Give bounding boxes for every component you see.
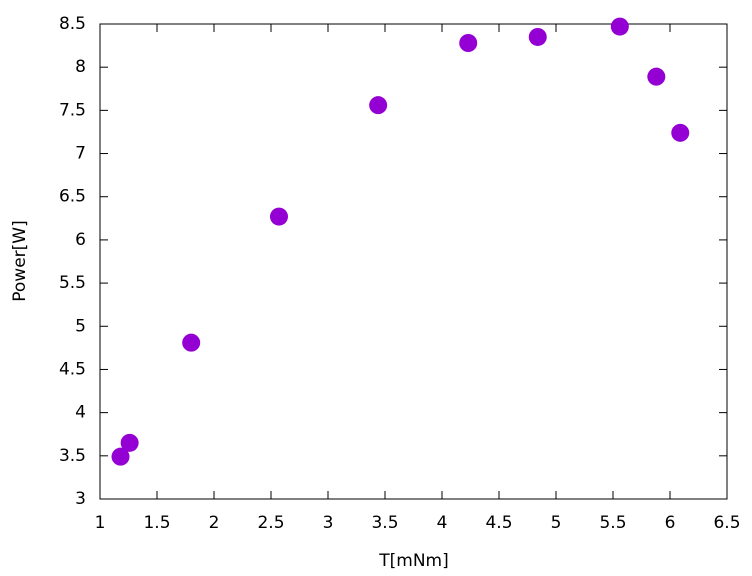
y-tick-label: 6.5 <box>59 187 86 207</box>
y-tick-label: 4 <box>75 403 86 423</box>
y-tick-label: 5 <box>75 316 86 336</box>
point <box>120 433 139 452</box>
y-tick-label: 3.5 <box>59 446 86 466</box>
y-axis-label: Power[W] <box>10 220 30 301</box>
point <box>459 34 478 52</box>
x-axis-label: T[mNm] <box>378 551 449 571</box>
x-tick-label: 2 <box>209 513 220 533</box>
point <box>182 333 201 352</box>
y-tick-label: 3 <box>75 489 86 509</box>
point <box>671 123 690 142</box>
y-tick-label: 7.5 <box>59 100 86 120</box>
x-tick-label: 6.5 <box>713 513 740 533</box>
point <box>610 17 629 36</box>
plot-frame <box>99 23 728 500</box>
point <box>528 27 547 46</box>
point <box>269 207 288 226</box>
y-tick-label: 4.5 <box>59 359 86 379</box>
y-tick-label: 8.5 <box>59 14 86 34</box>
point <box>369 96 388 115</box>
y-tick-label: 8 <box>75 57 86 77</box>
x-tick-label: 5.5 <box>599 513 626 533</box>
x-tick-label: 4 <box>437 513 448 533</box>
x-tick-label: 3 <box>323 513 334 533</box>
y-tick-label: 7 <box>75 144 86 164</box>
x-tick-label: 1.5 <box>143 513 170 533</box>
x-tick-label: 5 <box>551 513 562 533</box>
x-tick-label: 6 <box>665 513 676 533</box>
x-tick-label: 2.5 <box>257 513 284 533</box>
y-tick-label: 5.5 <box>59 273 86 293</box>
x-tick-label: 1 <box>95 513 106 533</box>
point <box>647 67 666 86</box>
point <box>111 447 130 466</box>
x-tick-label: 3.5 <box>371 513 398 533</box>
x-tick-label: 4.5 <box>485 513 512 533</box>
y-tick-label: 6 <box>75 230 86 250</box>
